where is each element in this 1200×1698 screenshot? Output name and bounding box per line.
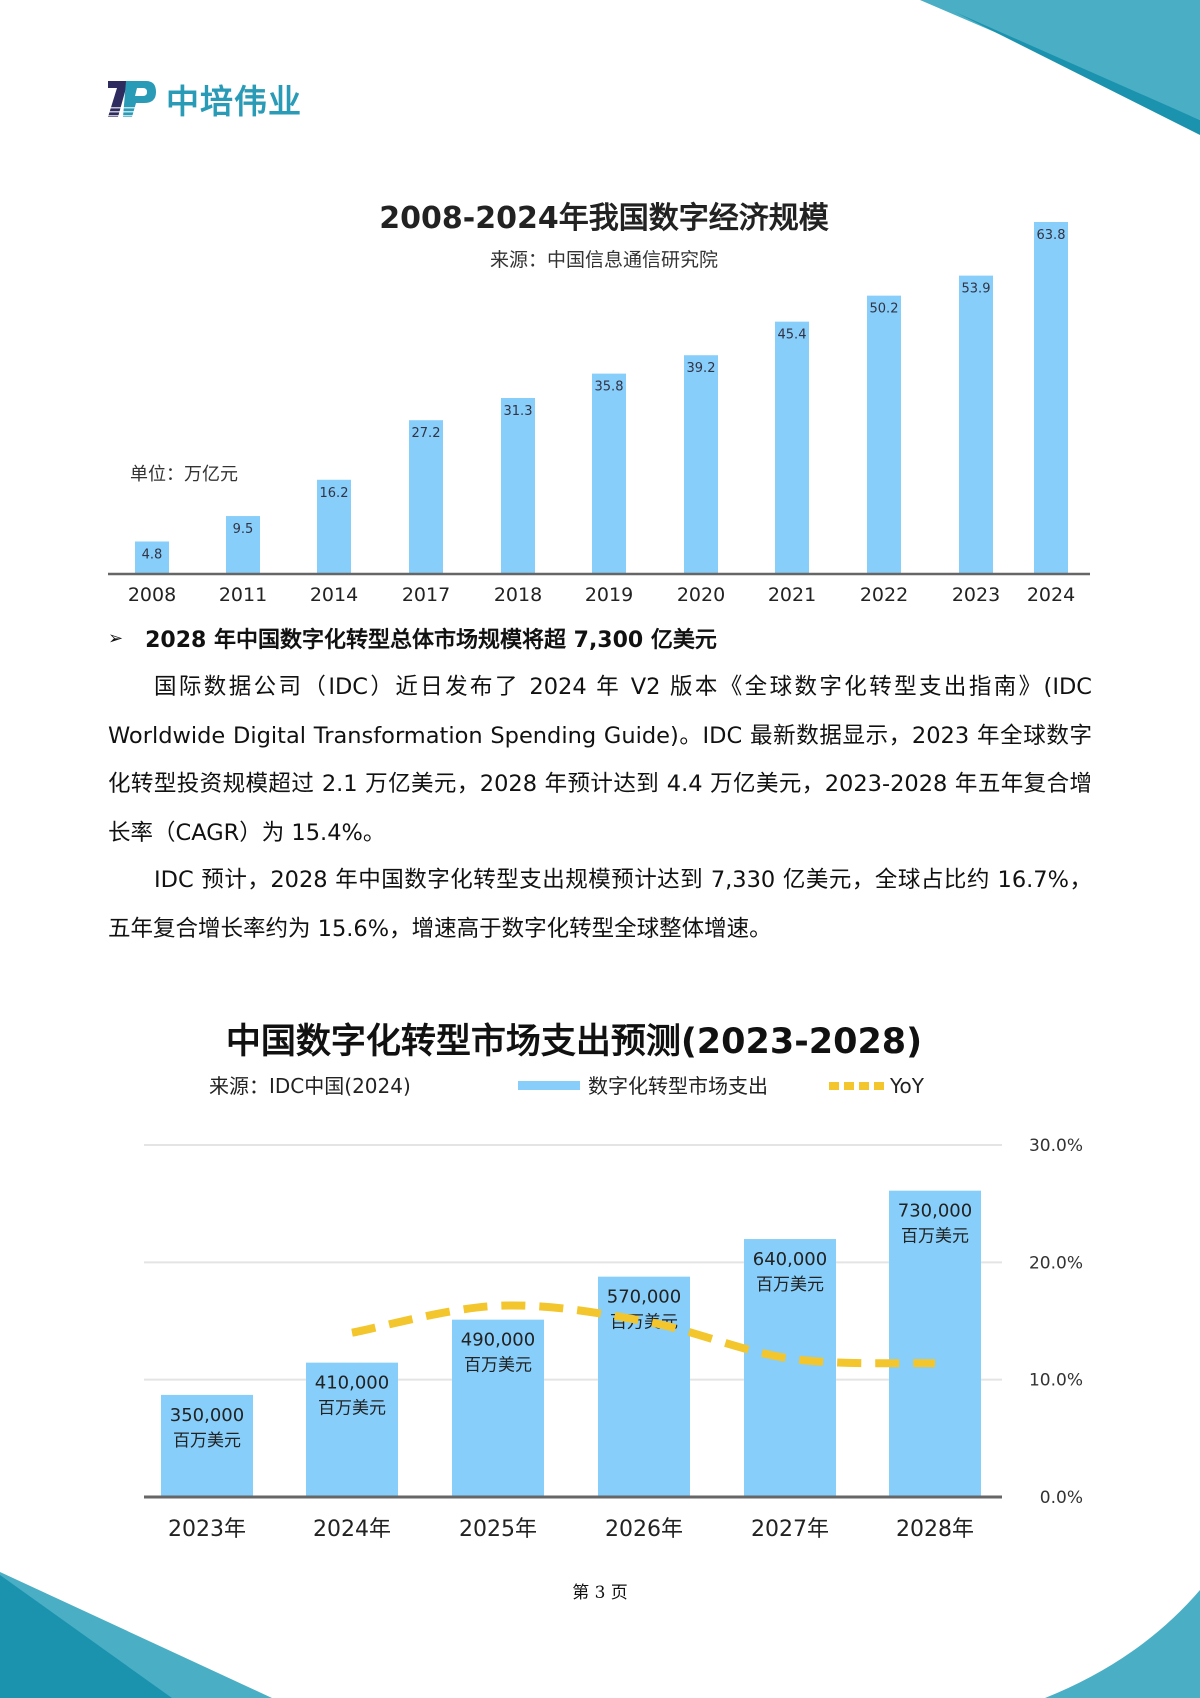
chart2-x-tick: 2024年	[313, 1517, 391, 1542]
chart2-bar-2025年	[452, 1319, 544, 1497]
chart1-source: 来源：中国信息通信研究院	[490, 249, 718, 271]
digital-economy-bar-chart: 2008-2024年我国数字经济规模 来源：中国信息通信研究院 单位：万亿元 4…	[108, 201, 1090, 606]
chart1-x-tick: 2018	[494, 584, 542, 606]
section-heading: ➢ 2028 年中国数字化转型总体市场规模将超 7,300 亿美元	[108, 622, 717, 654]
logo-text: 中培伟业	[166, 82, 302, 121]
chart1-data-label: 27.2	[412, 426, 441, 441]
chart1-data-label: 4.8	[142, 548, 163, 563]
chart2-unit-label: 百万美元	[173, 1431, 241, 1451]
chart2-unit-label: 百万美元	[464, 1356, 532, 1376]
legend-bar-swatch	[518, 1081, 580, 1090]
chart2-x-tick: 2023年	[168, 1517, 246, 1542]
chart2-bar-2028年	[889, 1190, 981, 1497]
dt-spending-forecast-chart: 中国数字化转型市场支出预测(2023-2028) 来源：IDC中国(2024) …	[144, 1022, 1083, 1542]
chart1-data-label: 53.9	[962, 282, 991, 297]
chart1-data-label: 39.2	[687, 361, 716, 376]
paragraph-2: IDC 预计，2028 年中国数字化转型支出规模预计达到 7,330 亿美元，全…	[108, 867, 1092, 942]
legend-yoy-label: YoY	[889, 1074, 925, 1098]
corner-decoration-top-dark	[955, 12, 1200, 135]
paragraph-1: 国际数据公司（IDC）近日发布了 2024 年 V2 版本《全球数字化转型支出指…	[108, 674, 1092, 846]
chart2-value-label: 730,000	[898, 1201, 972, 1222]
chart1-bar-2021	[775, 321, 809, 574]
chart1-unit-label: 单位：万亿元	[130, 464, 238, 485]
chart1-x-tick: 2024	[1027, 584, 1075, 606]
chart2-bar-2027年	[744, 1239, 836, 1497]
logo-mark-icon	[106, 81, 158, 117]
corner-decoration-bottom-left-dark	[0, 1575, 172, 1698]
chart1-bar-2008	[135, 541, 169, 574]
chart1-x-tick: 2008	[128, 584, 176, 606]
chart2-unit-label: 百万美元	[901, 1227, 969, 1247]
chart2-value-label: 570,000	[607, 1287, 681, 1308]
chart1-data-label: 35.8	[595, 380, 624, 395]
chart1-title: 2008-2024年我国数字经济规模	[379, 201, 828, 236]
chart2-bar-2023年	[161, 1394, 253, 1497]
chart2-value-label: 350,000	[170, 1405, 244, 1426]
chart2-title: 中国数字化转型市场支出预测(2023-2028)	[226, 1022, 922, 1062]
chart2-x-tick: 2028年	[896, 1517, 974, 1542]
chart1-x-tick: 2019	[585, 584, 633, 606]
section-heading-text: 2028 年中国数字化转型总体市场规模将超 7,300 亿美元	[145, 628, 717, 653]
chart2-unit-label: 百万美元	[318, 1399, 386, 1419]
chart2-bar-2024年	[306, 1362, 398, 1497]
chart2-x-tick: 2026年	[605, 1517, 683, 1542]
legend-bar-label: 数字化转型市场支出	[588, 1074, 768, 1098]
chart2-right-tick: 30.0%	[1029, 1136, 1083, 1156]
chart1-bar-2020	[684, 355, 718, 574]
chart2-right-tick: 10.0%	[1029, 1371, 1083, 1391]
chart1-x-tick: 2020	[677, 584, 725, 606]
chart1-data-label: 9.5	[233, 522, 254, 537]
chart2-right-tick: 0.0%	[1040, 1488, 1083, 1508]
chart1-x-tick: 2023	[952, 584, 1000, 606]
corner-decoration-bottom-right	[1045, 1590, 1200, 1698]
chart1-bar-2022	[867, 295, 901, 574]
chart2-value-label: 410,000	[315, 1373, 389, 1394]
yoy-line	[351, 1301, 936, 1368]
chart2-unit-label: 百万美元	[756, 1275, 824, 1295]
chart1-bar-2024	[1034, 222, 1068, 574]
chart1-bar-2014	[317, 479, 351, 574]
chart1-x-tick: 2014	[310, 584, 358, 606]
chart1-x-tick: 2011	[219, 584, 267, 606]
chart1-bar-2019	[592, 373, 626, 574]
chart1-data-label: 45.4	[778, 328, 807, 343]
chart2-right-tick: 20.0%	[1029, 1253, 1083, 1273]
bullet-arrow-icon: ➢	[108, 627, 124, 649]
company-logo: 中培伟业	[106, 78, 302, 121]
page-number: 第 3 页	[572, 1583, 628, 1603]
chart1-x-tick: 2022	[860, 584, 908, 606]
chart1-bar-2018	[501, 398, 535, 574]
chart1-bar-2023	[959, 275, 993, 574]
chart2-x-tick: 2027年	[751, 1517, 829, 1542]
chart1-bar-2017	[409, 420, 443, 574]
chart2-x-tick: 2025年	[459, 1517, 537, 1542]
chart1-x-tick: 2017	[402, 584, 450, 606]
chart2-value-label: 490,000	[461, 1330, 535, 1351]
chart2-source: 来源：IDC中国(2024)	[209, 1074, 411, 1098]
chart1-data-label: 50.2	[870, 302, 899, 317]
chart2-value-label: 640,000	[753, 1249, 827, 1270]
chart1-data-label: 63.8	[1037, 228, 1066, 243]
chart1-data-label: 16.2	[320, 486, 349, 501]
chart1-bar-2011	[226, 516, 260, 574]
chart2-bar-2026年	[598, 1276, 690, 1497]
chart1-data-label: 31.3	[504, 404, 533, 419]
chart1-x-tick: 2021	[768, 584, 816, 606]
